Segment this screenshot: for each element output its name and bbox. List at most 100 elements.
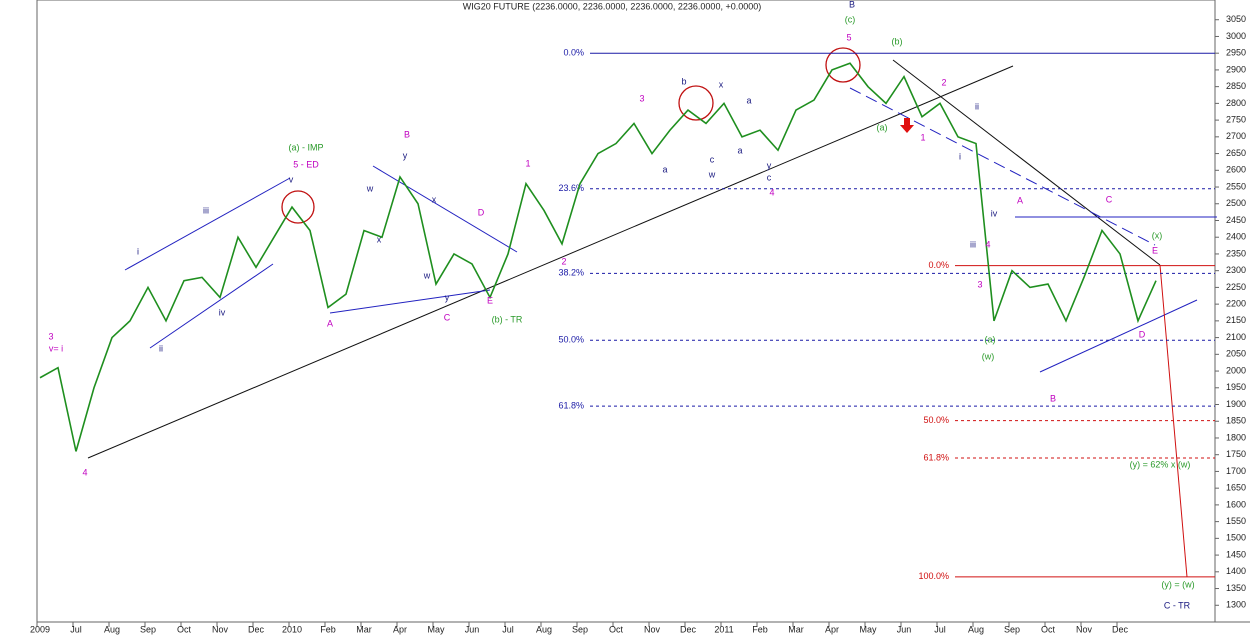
wave-label: B [1050,393,1056,403]
channel-line [124,177,291,271]
highlight-circle [825,47,861,83]
wave-label: C [1106,194,1113,204]
y-tick-label: 1950 [1226,382,1246,392]
x-tick-label: Nov [212,624,229,634]
wave-label: (y) = (w) [1161,579,1194,589]
y-tick-label: 1550 [1226,516,1246,526]
down-arrow [900,118,914,133]
x-tick-label: Mar [356,624,372,634]
fib-label: 100.0% [918,571,949,581]
wave-label: x [719,79,724,89]
y-tick-label: 1850 [1226,416,1246,426]
wave-label: 3 [977,279,982,289]
x-tick-label: Oct [609,624,624,634]
wave-label: (a) [877,122,888,132]
wave-label: D [1139,329,1146,339]
fib-label: 50.0% [923,415,949,425]
wave-label: c [710,154,715,164]
wave-label: y [403,150,408,160]
x-tick-label: Sep [572,624,588,634]
wave-label: w [366,183,374,193]
fib-label: 23.6% [558,183,584,193]
y-tick-label: 2150 [1226,315,1246,325]
x-tick-label: May [427,624,445,634]
y-tick-label: 2750 [1226,114,1246,124]
x-tick-label: Dec [248,624,265,634]
fib-label: 50.0% [558,335,584,345]
wave-label: iv [991,208,998,218]
wave-label: 2 [561,256,566,266]
wave-label: w [423,270,431,280]
x-tick-label: Aug [536,624,552,634]
wave-label: i [137,246,139,256]
wave-label: w [708,169,716,179]
x-tick-label: May [859,624,877,634]
y-tick-label: 1500 [1226,533,1246,543]
y-tick-label: 1600 [1226,499,1246,509]
y-tick-label: 2200 [1226,299,1246,309]
x-tick-label: 2011 [714,624,733,634]
wave-label: (y) = 62% x (w) [1130,459,1191,469]
trend-line [87,65,1014,459]
wave-label: y [445,292,450,302]
y-tick-label: 2100 [1226,332,1246,342]
x-tick-label: Jun [897,624,912,634]
fib-label: 61.8% [558,401,584,411]
y-tick-label: 2300 [1226,265,1246,275]
wave-label: A [327,318,333,328]
x-tick-label: Sep [1004,624,1020,634]
wave-label: E [487,295,493,305]
fib-label: 61.8% [923,452,949,462]
x-tick-label: Nov [1076,624,1093,634]
wave-label: C - TR [1164,600,1191,610]
x-tick-label: Feb [752,624,768,634]
channel-line [849,87,1156,246]
wave-label: b [681,76,686,86]
wave-label: B [404,129,410,139]
wave-label: iii [970,239,976,249]
channel-line [1039,299,1198,373]
wave-label: 5 - ED [293,159,319,169]
x-tick-label: Feb [320,624,336,634]
y-tick-label: 1400 [1226,566,1246,576]
x-tick-label: Aug [968,624,984,634]
wave-label: ii [159,343,163,353]
wave-label: 2 [941,77,946,87]
wave-label: 3 [48,331,53,341]
wave-label: v= i [49,343,63,353]
x-tick-label: Apr [825,624,839,634]
wave-label: a [662,164,667,174]
wave-label: (b) [892,36,903,46]
highlight-circle [678,85,714,121]
fib-label: 0.0% [928,260,949,270]
x-tick-label: 2010 [282,624,302,634]
y-tick-label: 2400 [1226,232,1246,242]
y-tick-label: 2800 [1226,98,1246,108]
y-tick-label: 2950 [1226,48,1246,58]
wave-label: ii [975,101,979,111]
wave-label: a [746,95,751,105]
wave-label: 1 [920,132,925,142]
x-tick-label: Jul [934,624,946,634]
y-tick-label: 2350 [1226,248,1246,258]
wave-label: i [959,151,961,161]
wave-label: E [1152,245,1158,255]
wave-label: 5 [846,32,851,42]
channel-line [149,263,274,349]
wave-label: a [737,145,742,155]
y-tick-label: 3000 [1226,31,1246,41]
x-tick-label: Dec [680,624,697,634]
wave-label: iv [219,307,226,317]
y-tick-label: 1900 [1226,399,1246,409]
y-tick-label: 2550 [1226,181,1246,191]
wave-label: iii [203,205,209,215]
wave-label: 1 [525,158,530,168]
x-tick-label: Jun [465,624,480,634]
x-tick-label: Apr [393,624,407,634]
y-tick-label: 1300 [1226,600,1246,610]
wave-label: (a) - IMP [289,142,324,152]
wave-label: 3 [639,93,644,103]
x-tick-label: Oct [1041,624,1056,634]
